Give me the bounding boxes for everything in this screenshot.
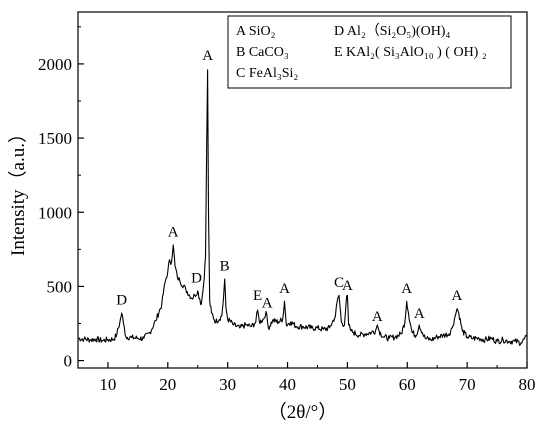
peak-label-A: A: [372, 309, 383, 325]
series-line-0: [77, 69, 528, 346]
peak-label-A: A: [279, 281, 290, 297]
peak-label-A: A: [414, 306, 425, 322]
legend-entry-C: C FeAl₃Si₂: [236, 66, 298, 81]
peak-label-A: A: [168, 224, 179, 240]
x-tick-label: 70: [459, 375, 476, 394]
legend-box: [227, 15, 512, 89]
plot-data: [77, 69, 528, 346]
peak-label-A: A: [401, 281, 412, 297]
peak-label-A: A: [262, 296, 273, 312]
peak-label-A: A: [342, 278, 353, 294]
peak-label-C: C: [334, 275, 344, 291]
legend-entry-B: B CaCO₃: [236, 45, 289, 60]
x-tick-label: 60: [399, 375, 416, 394]
x-tick-label: 30: [219, 375, 236, 394]
x-tick-label: 40: [279, 375, 296, 394]
peak-label-B: B: [220, 259, 230, 275]
y-tick-label: 0: [64, 352, 73, 371]
legend: A SiO₂ B CaCO₃ C FeAl₃Si₂ D Al₂（Si₂O₅)(OH)₄…: [227, 15, 512, 89]
peak-label-D: D: [191, 270, 202, 286]
x-tick-label: 10: [99, 375, 116, 394]
peak-label-E: E: [253, 288, 262, 304]
y-axis-title: Intensity（a.u.）: [7, 124, 29, 256]
x-tick-label: 20: [159, 375, 176, 394]
legend-entry-E: E KAl₂( Si₃AlO₁₀ ) ( OH) ₂: [334, 45, 487, 60]
legend-entry-A: A SiO₂: [236, 24, 276, 39]
y-tick-label: 500: [47, 277, 73, 296]
peak-label-A: A: [452, 288, 463, 304]
plot-frame: [77, 11, 528, 369]
y-tick-label: 1500: [38, 129, 72, 148]
legend-entry-D: D Al₂（Si₂O₅)(OH)₄: [334, 23, 450, 39]
y-tick-label: 2000: [38, 55, 72, 74]
axes: 10 20 30 40 50 60 70 80 0 500 1000 1500 2000: [38, 26, 536, 394]
peak-label-D: D: [116, 293, 127, 309]
peak-label-A: A: [202, 48, 213, 64]
x-tick-label: 50: [339, 375, 356, 394]
x-tick-label: 80: [519, 375, 536, 394]
y-tick-label: 1000: [38, 203, 72, 222]
x-axis-title: （2θ/°）: [268, 401, 337, 423]
